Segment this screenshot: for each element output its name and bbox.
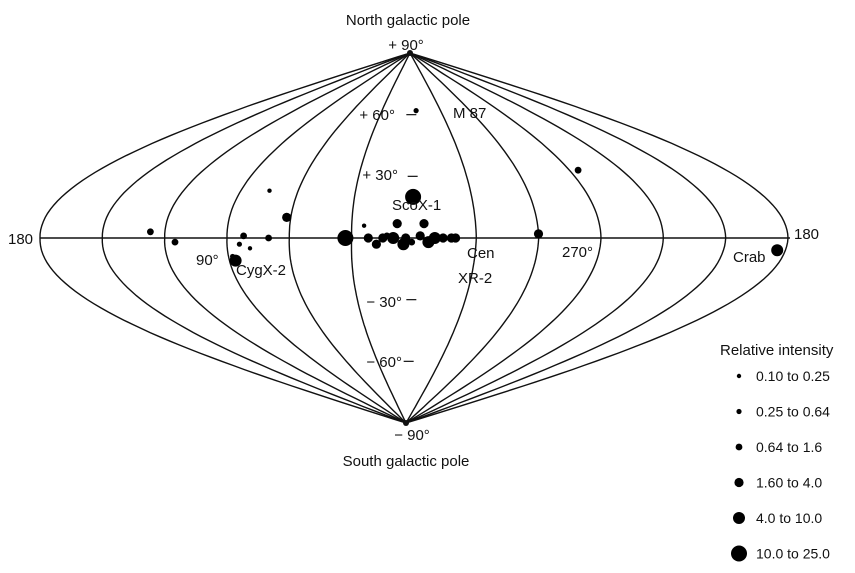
source-label-crab: Crab <box>733 249 766 266</box>
legend-label: 1.60 to 4.0 <box>756 475 822 491</box>
xray-source-point <box>392 219 402 229</box>
north-pole-title: North galactic pole <box>346 12 470 29</box>
legend-marker <box>736 408 742 415</box>
source-label-cen: Cen <box>467 245 495 262</box>
legend-label: 0.25 to 0.64 <box>756 404 830 420</box>
south-pole-point <box>403 420 409 426</box>
xray-source-point <box>361 223 367 228</box>
xray-source-point <box>405 188 422 205</box>
source-label-cygx2: CygX-2 <box>236 262 286 279</box>
legend-label: 10.0 to 25.0 <box>756 546 830 562</box>
xray-source-point <box>363 233 373 243</box>
south-pole-title: South galactic pole <box>343 453 470 470</box>
xray-source-point <box>229 254 242 267</box>
longitude-label-270: 270° <box>562 244 593 261</box>
xray-source-point <box>240 232 248 240</box>
latitude-label-minus-90: − 90° <box>394 427 430 444</box>
xray-source-point <box>408 238 416 246</box>
legend-marker <box>735 443 743 451</box>
xray-source-point <box>413 108 419 114</box>
legend-label: 0.10 to 0.25 <box>756 368 830 384</box>
xray-source-point <box>371 239 381 249</box>
legend-marker <box>734 477 744 488</box>
xray-source-point <box>267 188 272 193</box>
xray-source-point <box>387 232 400 244</box>
xray-source-point <box>247 246 253 251</box>
legend-items: 0.10 to 0.25 0.25 to 0.64 0.64 to 1.6 1.60 … <box>731 368 830 562</box>
legend-label: 0.64 to 1.6 <box>756 439 822 455</box>
xray-source-point <box>383 232 391 240</box>
longitude-label-90: 90° <box>196 252 219 269</box>
latitude-label-minus-30: − 30° <box>366 294 402 311</box>
xray-source-point <box>771 244 784 257</box>
latitude-label-plus-60: + 60° <box>359 107 395 124</box>
xray-source-point <box>282 212 292 222</box>
xray-source-point <box>451 233 461 243</box>
latitude-label-minus-60: − 60° <box>366 354 402 371</box>
xray-source-point <box>337 230 354 246</box>
latitude-label-plus-90: + 90° <box>388 37 424 54</box>
longitude-label-180-left: 180 <box>8 231 33 248</box>
xray-source-point <box>265 234 272 242</box>
legend-marker <box>733 512 745 524</box>
xray-source-point <box>147 228 154 236</box>
legend: Relative intensity 0.10 to 0.25 0.25 to 0… <box>720 342 834 562</box>
source-label-xr2: XR-2 <box>458 270 492 287</box>
source-label-scox1: ScoX-1 <box>392 197 441 214</box>
xray-source-point <box>533 229 544 239</box>
north-pole-point <box>407 50 413 56</box>
longitude-label-180-right: 180 <box>794 226 819 243</box>
xray-source-point <box>438 233 448 243</box>
legend-marker <box>736 373 742 379</box>
xray-source-point <box>171 238 179 246</box>
legend-title: Relative intensity <box>720 342 834 359</box>
xray-source-point <box>401 233 411 243</box>
latitude-label-plus-30: + 30° <box>362 167 398 184</box>
xray-source-point <box>428 232 441 244</box>
source-label-m87: M 87 <box>453 105 486 122</box>
xray-source-point <box>415 231 425 241</box>
xray-source-point <box>574 166 582 174</box>
xray-source-point <box>236 241 242 247</box>
xray-sources <box>147 108 784 267</box>
xray-source-point <box>419 219 429 229</box>
legend-label: 4.0 to 10.0 <box>756 510 822 526</box>
legend-marker <box>731 545 747 562</box>
